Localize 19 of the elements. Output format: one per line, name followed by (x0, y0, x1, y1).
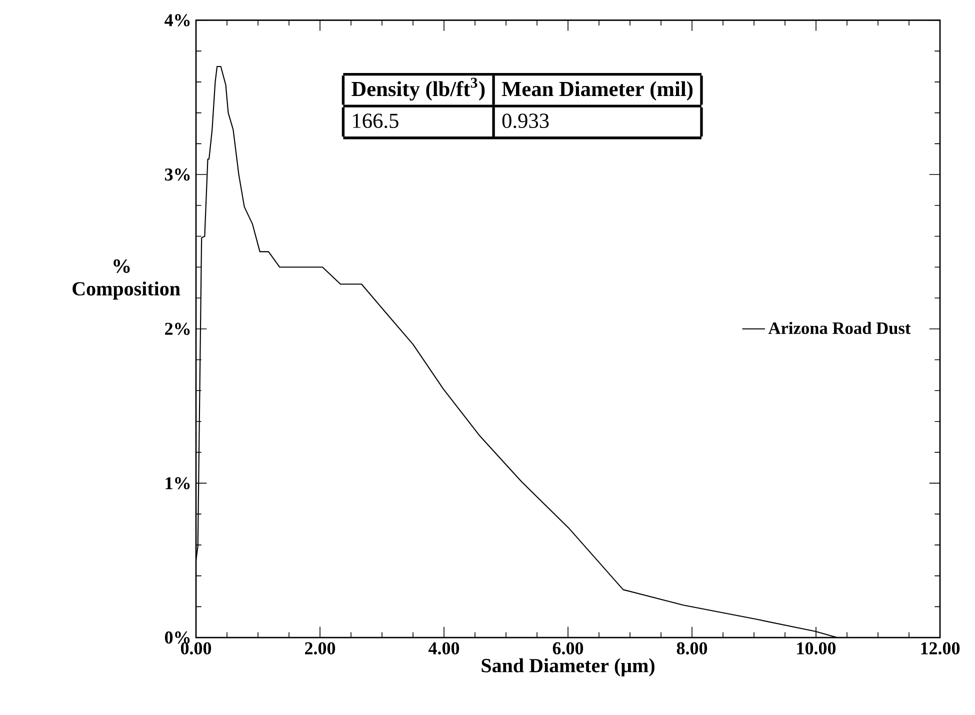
annotation: 166.5 (353, 114, 398, 128)
x-axis-title: Sand Diameter (μm) (482, 658, 654, 676)
y-tick-label: 4% (164, 14, 190, 26)
x-tick-label: 2.00 (305, 642, 336, 654)
annotation: Density (lb/ft$^{3}$) (352, 78, 485, 101)
x-tick-label: 8.00 (676, 642, 708, 654)
x-tick-label: 6.00 (552, 642, 584, 654)
y-tick-label: 2% (165, 322, 190, 335)
x-tick-label: 4.00 (428, 642, 460, 654)
y-axis-title: % Composition (72, 259, 180, 300)
y-tick-label: 0% (164, 631, 190, 644)
annotation: Mean Diameter (mil) (502, 81, 693, 101)
legend-label: Arizona Road Dust (768, 322, 911, 334)
x-tick-label: 10.00 (797, 642, 836, 654)
annotation: 0.933 (502, 114, 549, 128)
x-tick-label: 0.00 (180, 642, 212, 654)
y-tick-label: 1% (166, 477, 190, 490)
y-tick-label: 3% (164, 168, 190, 181)
x-tick-label: 12.00 (921, 642, 960, 654)
